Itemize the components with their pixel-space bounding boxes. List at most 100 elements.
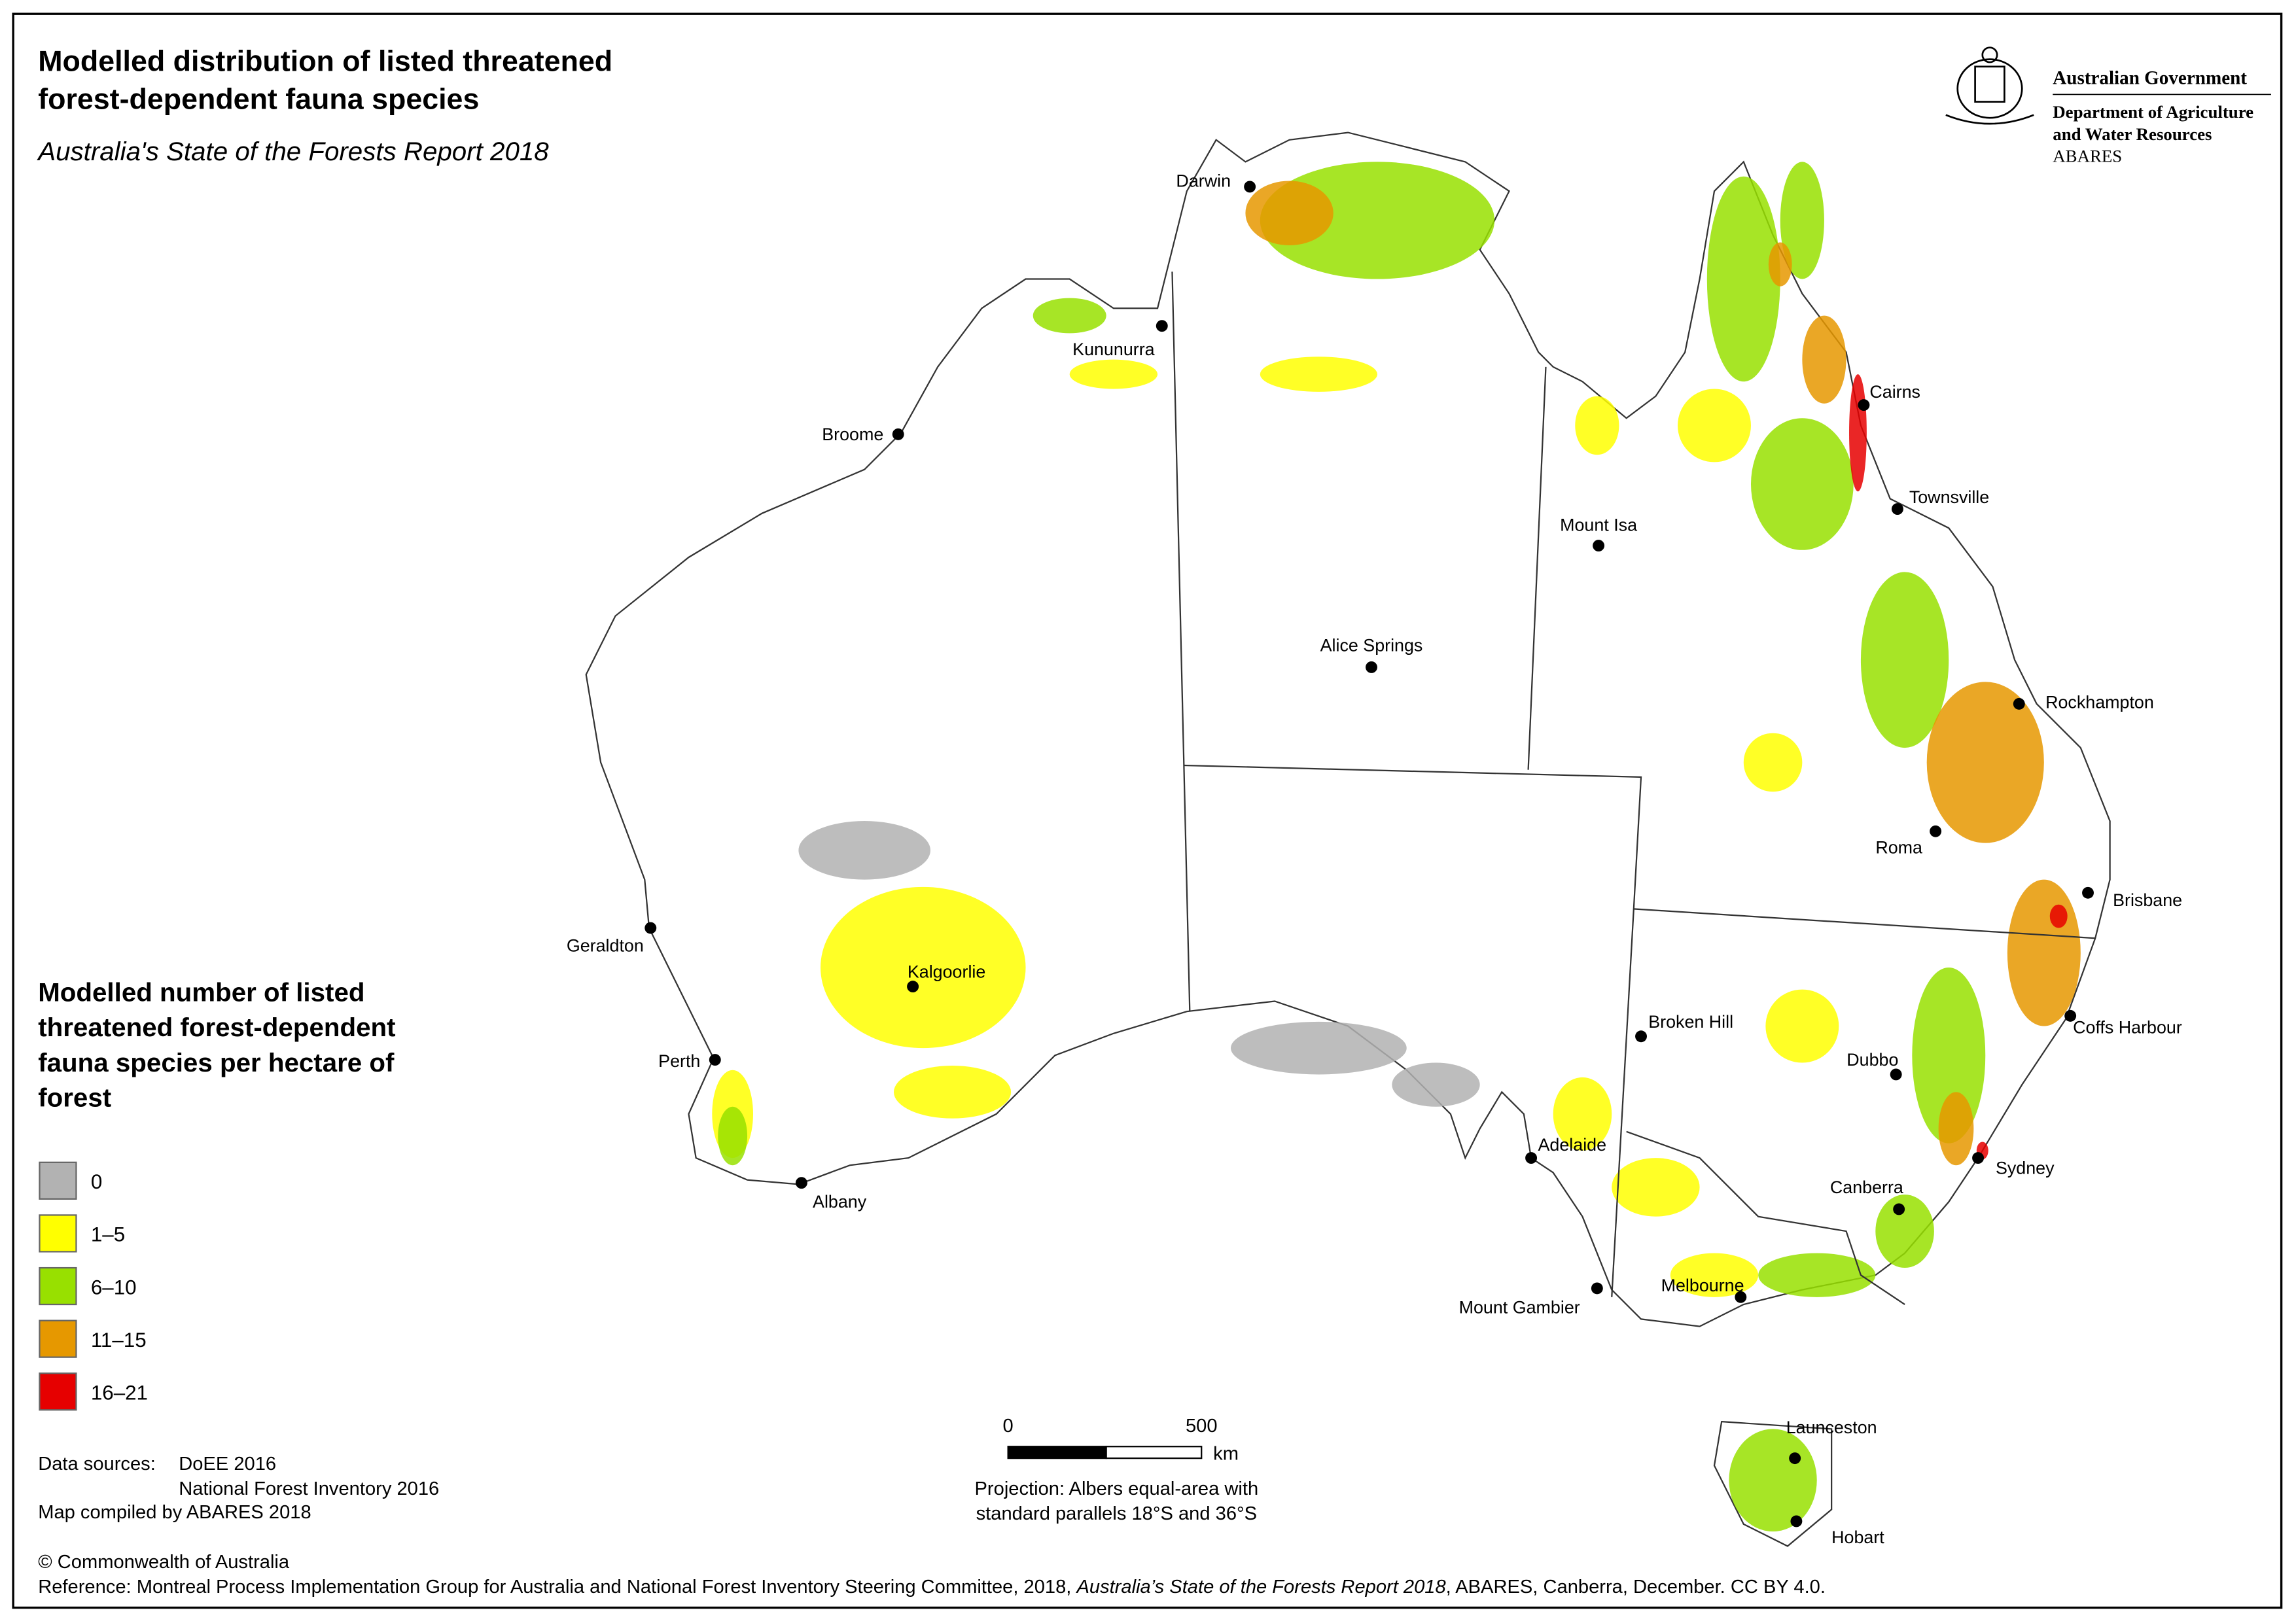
city-label: Broken Hill bbox=[1648, 1012, 1733, 1032]
distribution-patch bbox=[1729, 1429, 1817, 1532]
projection: standard parallels 18°S and 36°S bbox=[976, 1503, 1257, 1524]
reference-part: Australia’s State of the Forests Report … bbox=[1075, 1577, 1446, 1597]
city-label: Roma bbox=[1875, 837, 1922, 857]
city-dot bbox=[1790, 1515, 1803, 1527]
scale-segment bbox=[1105, 1446, 1203, 1459]
legend-label: 11–15 bbox=[91, 1329, 147, 1352]
city-dot bbox=[1891, 503, 1903, 515]
city-dot bbox=[645, 922, 657, 934]
city-label: Geraldton bbox=[567, 935, 644, 955]
scale-segment bbox=[1007, 1446, 1107, 1459]
scale-label: 500 bbox=[1186, 1416, 1218, 1437]
title: forest-dependent fauna species bbox=[38, 83, 479, 116]
city-label: Alice Springs bbox=[1320, 635, 1423, 655]
compiled: Map compiled by ABARES 2018 bbox=[38, 1502, 311, 1523]
distribution-patch bbox=[1926, 682, 2044, 843]
city-dot bbox=[1525, 1152, 1538, 1164]
reference-part: , ABARES, Canberra, December. CC BY 4.0. bbox=[1446, 1577, 1826, 1597]
city-label: Sydney bbox=[1996, 1159, 2055, 1178]
scale-bar: 0 500 km bbox=[1003, 1416, 1239, 1465]
city-dot bbox=[1858, 399, 1870, 411]
city-dot bbox=[2082, 886, 2094, 899]
city-label: Melbourne bbox=[1661, 1276, 1744, 1295]
legend-label: 6–10 bbox=[91, 1276, 137, 1299]
legend-swatch bbox=[39, 1214, 77, 1253]
border bbox=[1626, 1130, 1905, 1305]
city-dot bbox=[2064, 1009, 2077, 1022]
distribution-patch bbox=[1780, 162, 1824, 279]
distribution-patch bbox=[1553, 1077, 1612, 1151]
city-label: Rockhampton bbox=[2045, 693, 2154, 712]
distribution-patch bbox=[1875, 1195, 1934, 1268]
subtitle: Australia's State of the Forests Report … bbox=[37, 137, 549, 166]
city-dot bbox=[1930, 825, 1942, 837]
distribution-patch bbox=[798, 821, 930, 880]
title: Modelled distribution of listed threaten… bbox=[38, 45, 612, 78]
distribution-patch bbox=[1670, 1253, 1759, 1297]
city-dot bbox=[1972, 1152, 1985, 1164]
city-dot bbox=[1591, 1282, 1603, 1295]
city-dot bbox=[1244, 181, 1256, 193]
distribution-patch bbox=[893, 1066, 1012, 1119]
distribution-patch bbox=[1069, 359, 1158, 389]
distribution-patch bbox=[1033, 298, 1106, 334]
distribution-patch bbox=[1912, 967, 1986, 1143]
city-dot bbox=[1366, 661, 1377, 673]
projection: Projection: Albers equal-area with bbox=[975, 1478, 1259, 1499]
distribution-patch bbox=[1678, 389, 1751, 462]
city-dot bbox=[1890, 1068, 1902, 1081]
city-label: Kalgoorlie bbox=[908, 962, 985, 982]
logo: Australian Government Department of Agri… bbox=[1945, 46, 2271, 166]
legend-title: Modelled number of listed bbox=[38, 977, 364, 1007]
logo-text: Department of Agriculture bbox=[2053, 102, 2253, 122]
state-borders bbox=[1171, 271, 2096, 1305]
border bbox=[1184, 764, 2096, 939]
distribution-patch bbox=[2007, 879, 2081, 1026]
logo-text: Australian Government bbox=[2053, 68, 2247, 89]
city-dot bbox=[1893, 1203, 1905, 1215]
distribution-patches bbox=[712, 162, 2081, 1532]
distribution-patch bbox=[1768, 242, 1792, 287]
city-dot bbox=[907, 981, 919, 993]
city-dot bbox=[1593, 540, 1605, 552]
distribution-patch bbox=[1765, 989, 1839, 1063]
city-dot bbox=[1735, 1291, 1747, 1303]
city-dot bbox=[709, 1054, 721, 1066]
city-label: Mount Gambier bbox=[1459, 1297, 1580, 1317]
legend-label: 1–5 bbox=[91, 1223, 125, 1246]
copyright: © Commonwealth of Australia bbox=[38, 1552, 290, 1573]
city-label: Adelaide bbox=[1538, 1135, 1607, 1155]
scale-label: 0 bbox=[1003, 1416, 1014, 1437]
legend-label: 16–21 bbox=[91, 1382, 148, 1405]
city-label: Coffs Harbour bbox=[2073, 1018, 2182, 1038]
distribution-patch bbox=[1758, 1253, 1876, 1297]
reference: Reference: Montreal Process Implementati… bbox=[38, 1577, 1826, 1597]
distribution-patch bbox=[1575, 396, 1619, 455]
reference-part: Reference: Montreal Process Implementati… bbox=[38, 1577, 1076, 1597]
city-dot bbox=[795, 1177, 807, 1189]
legend-title: fauna species per hectare of bbox=[38, 1048, 395, 1077]
city-label: Mount Isa bbox=[1560, 515, 1637, 535]
city-label: Darwin bbox=[1176, 171, 1231, 190]
distribution-patch bbox=[718, 1106, 748, 1166]
city-dot bbox=[1789, 1452, 1801, 1465]
scale-unit: km bbox=[1213, 1443, 1239, 1464]
logo-text: ABARES bbox=[2053, 146, 2122, 166]
legend-swatch bbox=[39, 1372, 77, 1411]
legend-title: forest bbox=[38, 1083, 111, 1113]
distribution-patch bbox=[2049, 904, 2068, 928]
border bbox=[1527, 366, 1547, 770]
distribution-patch bbox=[1750, 418, 1854, 550]
distribution-patch bbox=[1245, 181, 1333, 246]
city-label: Perth bbox=[658, 1051, 700, 1071]
distribution-patch bbox=[1231, 1021, 1407, 1075]
city-label: Canberra bbox=[1830, 1178, 1903, 1197]
sources-label: Data sources: bbox=[38, 1454, 156, 1475]
city-dot bbox=[1156, 320, 1168, 332]
distribution-patch bbox=[1706, 176, 1780, 382]
legend-title: threatened forest-dependent bbox=[38, 1013, 395, 1042]
distribution-patch bbox=[1849, 374, 1867, 492]
city-label: Kununurra bbox=[1072, 340, 1154, 359]
